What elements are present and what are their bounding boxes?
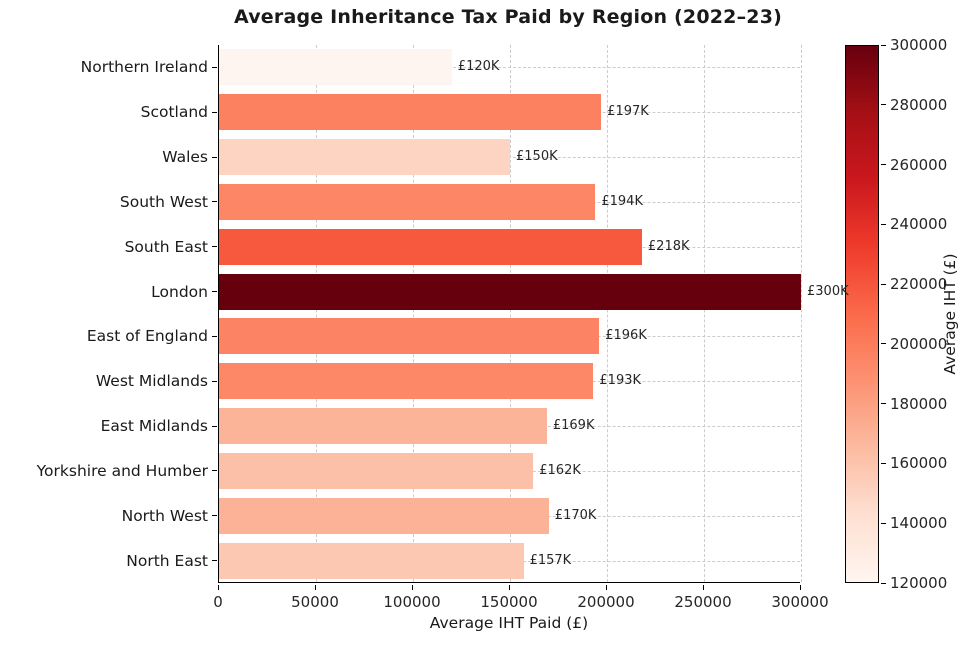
y-tick-label: West Midlands <box>95 372 208 391</box>
x-tick-mark <box>314 585 316 590</box>
bar-value-label: £196K <box>605 328 647 344</box>
colorbar-tick-label: 260000 <box>890 155 948 174</box>
x-tick-mark <box>799 585 801 590</box>
y-tick-mark <box>212 560 217 562</box>
y-gridline <box>219 67 800 69</box>
x-axis-label: Average IHT Paid (£) <box>429 614 589 632</box>
x-gridline <box>801 45 802 582</box>
bar-value-label: £162K <box>539 462 581 478</box>
x-tick-mark <box>605 585 607 590</box>
y-tick-label: East Midlands <box>100 417 208 436</box>
y-tick-mark <box>212 66 217 68</box>
x-tick-label: 50000 <box>291 593 339 611</box>
bar-value-label: £150K <box>516 149 558 165</box>
bar <box>219 49 452 86</box>
x-gridline <box>510 45 511 582</box>
x-gridline <box>704 45 705 582</box>
x-tick-label: 150000 <box>480 593 538 611</box>
colorbar-tick-mark <box>881 462 886 464</box>
x-tick-label: 0 <box>213 593 223 611</box>
x-gridline <box>413 45 414 582</box>
bar <box>219 273 801 310</box>
y-tick-mark <box>212 380 217 382</box>
y-tick-mark <box>212 246 217 248</box>
x-gridline <box>607 45 608 582</box>
colorbar-gradient <box>845 45 879 583</box>
x-tick-mark <box>411 585 413 590</box>
y-tick-label: Northern Ireland <box>80 58 208 77</box>
y-tick-label: South East <box>124 237 208 256</box>
y-tick-label: North West <box>121 506 208 525</box>
y-tick-label: London <box>151 282 208 301</box>
y-tick-label: South West <box>119 192 208 211</box>
bar-value-label: £120K <box>457 59 500 75</box>
x-tick-label: 100000 <box>383 593 441 611</box>
y-tick-mark <box>212 335 217 337</box>
bar-value-label: £169K <box>552 418 595 434</box>
y-tick-label: Wales <box>162 148 208 167</box>
bar <box>219 94 602 131</box>
colorbar-tick-mark <box>881 343 886 345</box>
y-tick-mark <box>212 291 217 293</box>
colorbar-tick-mark <box>881 44 886 46</box>
y-tick-label: East of England <box>86 327 208 346</box>
bar <box>219 228 642 265</box>
bar <box>219 542 524 579</box>
y-tick-label: Yorkshire and Humber <box>36 461 208 480</box>
x-tick-mark <box>217 585 219 590</box>
colorbar-tick-mark <box>881 582 886 584</box>
bar-value-label: £170K <box>554 507 597 523</box>
y-tick-mark <box>212 425 217 427</box>
y-tick-mark <box>212 156 217 158</box>
bar-value-label: £193K <box>599 373 642 389</box>
bar <box>219 363 594 400</box>
bar-value-label: £194K <box>601 193 643 209</box>
plot-area: £120K £197K £150K £194K £218K £300K £196K £193K… <box>218 45 849 583</box>
colorbar-tick-label: 180000 <box>890 394 948 413</box>
colorbar-tick-label: 240000 <box>890 215 948 234</box>
colorbar-tick-label: 120000 <box>890 574 948 592</box>
bar-value-label: £300K <box>807 283 849 299</box>
bar-value-label: £157K <box>529 552 572 568</box>
bar <box>219 497 549 534</box>
colorbar-tick-label: 140000 <box>890 514 948 533</box>
colorbar-tick-label: 200000 <box>890 334 948 353</box>
bar <box>219 318 600 355</box>
y-tick-mark <box>212 470 217 472</box>
bar-value-label: £197K <box>607 104 649 120</box>
colorbar-tick-mark <box>881 223 886 225</box>
colorbar-tick-mark <box>881 283 886 285</box>
y-tick-label: North East <box>126 551 208 570</box>
colorbar-tick-label: 160000 <box>890 454 948 473</box>
x-tick-mark <box>702 585 704 590</box>
x-tick-label: 250000 <box>674 593 732 611</box>
colorbar-tick-mark <box>881 164 886 166</box>
x-tick-label: 200000 <box>577 593 635 611</box>
bar-value-label: £218K <box>647 238 690 254</box>
bar <box>219 452 534 489</box>
colorbar-axis-label: Average IHT (£) <box>941 253 959 375</box>
chart-title: Average Inheritance Tax Paid by Region (… <box>233 6 783 28</box>
y-tick-mark <box>212 515 217 517</box>
colorbar-tick-label: 220000 <box>890 275 948 294</box>
y-tick-mark <box>212 201 217 203</box>
bar <box>219 139 510 176</box>
y-tick-mark <box>212 111 217 113</box>
bar <box>219 408 547 445</box>
colorbar-tick-mark <box>881 104 886 106</box>
colorbar-tick-mark <box>881 522 886 524</box>
x-tick-mark <box>508 585 510 590</box>
colorbar-tick-label: 280000 <box>890 95 948 114</box>
colorbar-tick-mark <box>881 403 886 405</box>
bar <box>219 183 596 220</box>
y-tick-label: Scotland <box>140 103 208 122</box>
colorbar-tick-label: 300000 <box>890 36 948 54</box>
x-gridline <box>316 45 317 582</box>
x-tick-label: 300000 <box>771 593 829 611</box>
